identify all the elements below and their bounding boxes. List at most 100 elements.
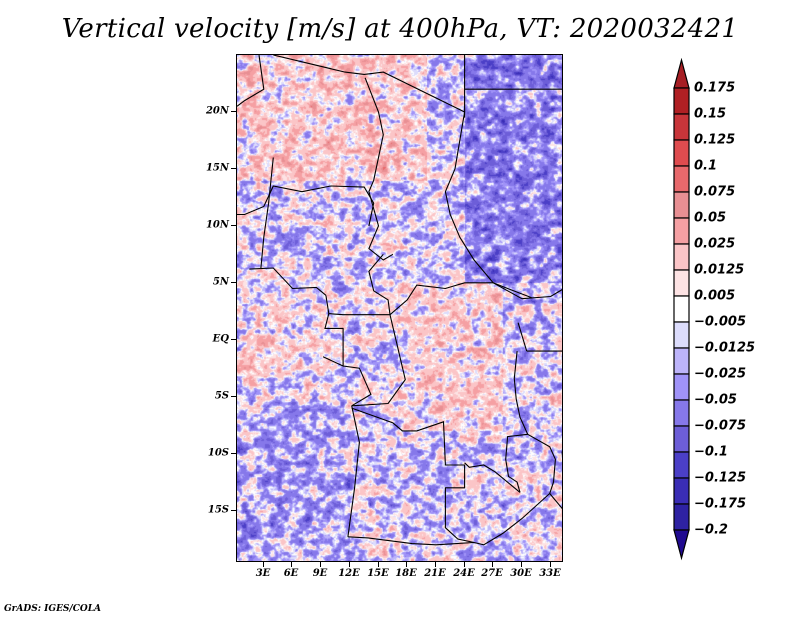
colorbar-swatch — [673, 191, 690, 219]
colorbar-label: −0.075 — [694, 418, 747, 434]
x-tick — [550, 562, 551, 567]
colorbar-label: 0.005 — [694, 288, 736, 304]
colorbar-label: −0.025 — [694, 366, 747, 382]
x-tick-label: 30E — [510, 568, 532, 579]
border-line — [347, 405, 360, 537]
y-tick — [231, 396, 236, 397]
chart-title: Vertical velocity [m/s] at 400hPa, VT: 2… — [61, 14, 739, 44]
x-tick — [521, 562, 522, 567]
colorbar-label: 0.025 — [694, 236, 736, 252]
x-tick-label: 33E — [539, 568, 561, 579]
y-tick — [231, 339, 236, 340]
border-line — [389, 282, 532, 316]
colorbar-under-triangle — [673, 529, 690, 561]
x-tick-label: 12E — [338, 568, 360, 579]
y-tick-label: 10N — [205, 219, 229, 231]
border-line — [505, 351, 529, 493]
x-tick — [406, 562, 407, 567]
colorbar-label: −0.125 — [694, 470, 747, 486]
y-tick-label: 10S — [207, 447, 229, 459]
map-plot-area — [236, 54, 563, 562]
x-tick — [291, 562, 292, 567]
colorbar-label: −0.0125 — [694, 340, 756, 356]
border-line — [322, 313, 344, 367]
colorbar-label: 0.0125 — [694, 262, 745, 278]
x-tick — [435, 562, 436, 567]
x-tick-label: 9E — [312, 568, 328, 579]
colorbar-label: 0.1 — [694, 158, 718, 174]
y-tick — [231, 453, 236, 454]
y-tick — [231, 225, 236, 226]
colorbar-swatch — [673, 451, 690, 479]
x-tick — [492, 562, 493, 567]
colorbar-swatch — [673, 321, 690, 349]
border-line — [343, 365, 372, 407]
colorbar-swatch — [673, 295, 690, 323]
border-line — [237, 55, 265, 107]
border-line — [444, 55, 523, 300]
y-tick — [231, 111, 236, 112]
vertical-velocity-field — [237, 55, 562, 561]
country-borders — [237, 55, 562, 546]
colorbar-over-triangle — [673, 58, 690, 89]
colorbar-swatch — [673, 503, 690, 531]
border-line — [351, 314, 406, 407]
colorbar-label: −0.05 — [694, 392, 737, 408]
y-tick — [231, 510, 236, 511]
x-tick-label: 24E — [453, 568, 475, 579]
border-line — [260, 157, 274, 269]
colorbar-swatch — [673, 477, 690, 505]
colorbar-swatch — [673, 425, 690, 453]
x-tick — [349, 562, 350, 567]
x-tick — [464, 562, 465, 567]
y-tick-label: 5N — [212, 276, 229, 288]
colorbar-swatch — [673, 399, 690, 427]
x-tick-label: 6E — [283, 568, 299, 579]
colorbar-label: 0.075 — [694, 184, 736, 200]
border-line — [237, 185, 375, 227]
x-tick-label: 27E — [481, 568, 503, 579]
x-tick — [263, 562, 264, 567]
border-line — [464, 462, 521, 493]
y-tick — [231, 282, 236, 283]
colorbar-label: −0.175 — [694, 496, 747, 512]
x-tick-label: 18E — [395, 568, 417, 579]
border-line — [517, 322, 528, 352]
colorbar — [673, 58, 690, 561]
y-tick-label: EQ — [212, 333, 229, 345]
colorbar-swatch — [673, 165, 690, 193]
colorbar-swatch — [673, 269, 690, 297]
y-tick-label: 5S — [214, 390, 229, 402]
x-tick-label: 21E — [424, 568, 446, 579]
border-line — [521, 289, 562, 300]
colorbar-swatch — [673, 373, 690, 401]
colorbar-swatch — [673, 243, 690, 271]
y-tick-label: 15N — [205, 162, 229, 174]
x-tick-label: 15E — [367, 568, 389, 579]
colorbar-swatch — [673, 347, 690, 375]
x-tick-label: 3E — [255, 568, 271, 579]
colorbar-label: −0.005 — [694, 314, 747, 330]
colorbar-swatch — [673, 87, 690, 115]
y-tick-label: 15S — [207, 504, 229, 516]
grads-credit: GrADS: IGES/COLA — [4, 604, 102, 614]
colorbar-label: 0.05 — [694, 210, 727, 226]
colorbar-label: −0.1 — [694, 444, 728, 460]
x-tick — [320, 562, 321, 567]
border-line — [561, 451, 562, 458]
colorbar-label: −0.2 — [694, 522, 728, 538]
border-line — [549, 493, 562, 510]
colorbar-label: 0.125 — [694, 132, 736, 148]
border-line — [325, 253, 391, 316]
y-tick-label: 20N — [205, 105, 229, 117]
colorbar-swatch — [673, 139, 690, 167]
border-line — [249, 267, 327, 296]
border-line — [347, 493, 551, 546]
border-line — [527, 433, 556, 494]
border-line — [364, 77, 394, 261]
colorbar-label: 0.15 — [694, 106, 727, 122]
border-line — [351, 407, 475, 544]
colorbar-label: 0.175 — [694, 80, 736, 96]
colorbar-swatch — [673, 113, 690, 141]
x-tick — [378, 562, 379, 567]
